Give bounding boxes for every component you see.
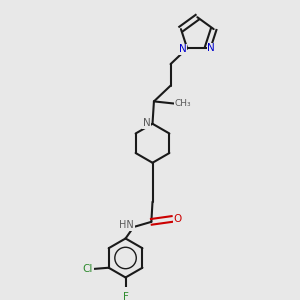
Text: N: N [179,44,187,55]
Text: HN: HN [119,220,134,230]
Text: O: O [174,214,182,224]
Text: N: N [143,118,151,128]
Text: N: N [207,43,215,53]
Text: CH₃: CH₃ [175,99,191,108]
Text: Cl: Cl [83,264,93,274]
Text: F: F [123,292,128,300]
